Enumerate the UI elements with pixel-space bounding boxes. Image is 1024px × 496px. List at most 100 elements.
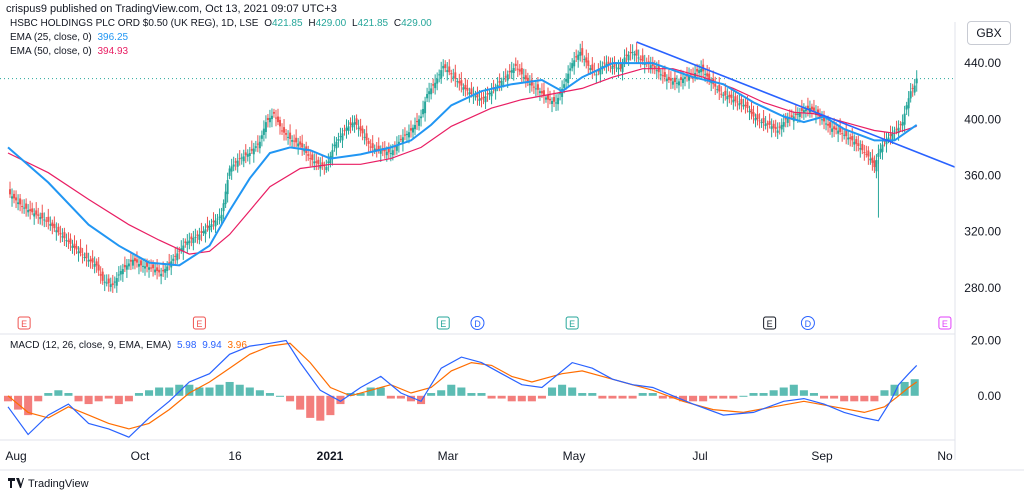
time-tick-label: May: [563, 449, 586, 463]
candle-body: [279, 120, 282, 127]
candle-body: [355, 118, 358, 125]
macd-histogram-bar: [275, 395, 285, 397]
candle-body: [810, 106, 813, 110]
time-tick-label: Jul: [692, 449, 707, 463]
candle-body: [905, 105, 908, 110]
candle-body: [893, 130, 896, 132]
candle-body: [861, 144, 864, 151]
candle-body: [192, 238, 195, 244]
dividend-marker-label: D: [474, 319, 481, 329]
earnings-marker-label: E: [440, 319, 446, 329]
candle-body: [470, 88, 473, 95]
candle-body: [579, 51, 582, 56]
candle-body: [131, 259, 134, 266]
candle-body: [536, 84, 539, 90]
macd-histogram-bar: [215, 384, 224, 396]
tradingview-logo-icon: [8, 478, 24, 488]
candle-body: [903, 113, 906, 125]
macd-histogram-bar: [165, 387, 174, 396]
candle-body: [546, 94, 549, 100]
candle-body: [397, 141, 400, 145]
symbol-label: HSBC HOLDINGS PLC ORD $0.50 (UK REG), 1D…: [10, 18, 259, 29]
publish-caption: crispus9 published on TradingView.com, O…: [6, 3, 337, 15]
macd-histogram-bar: [286, 395, 295, 402]
candle-body: [859, 148, 862, 150]
candle-body: [911, 87, 914, 89]
macd-histogram-bar: [689, 395, 698, 402]
candle-body: [113, 281, 116, 283]
candle-body: [47, 216, 50, 222]
candle-body: [450, 73, 453, 75]
candle-body: [27, 209, 30, 213]
candle-body: [156, 267, 159, 272]
time-tick-label: Sep: [811, 449, 833, 463]
candle-body: [69, 238, 72, 244]
macd-histogram-bar: [306, 395, 315, 418]
candle-body: [730, 94, 733, 99]
candle-body: [816, 109, 819, 116]
candle-body: [238, 158, 241, 160]
candle-body: [464, 84, 467, 89]
candle-body: [196, 234, 199, 236]
candle-body: [454, 72, 457, 79]
candle-body: [260, 135, 263, 139]
candle-body: [585, 57, 588, 63]
candle-body: [409, 128, 412, 131]
candle-body: [293, 140, 296, 142]
candle-body: [679, 77, 682, 80]
candle-body: [109, 284, 112, 288]
time-tick-label: Aug: [5, 449, 26, 463]
candle-body: [190, 236, 193, 240]
candle-body: [823, 115, 826, 122]
macd-histogram-bar: [134, 393, 143, 396]
candle-body: [835, 127, 838, 130]
macd-histogram-bar: [719, 395, 728, 399]
candle-body: [301, 143, 304, 148]
candle-body: [875, 160, 878, 172]
candle-body: [659, 74, 662, 76]
candle-body: [631, 51, 634, 53]
candle-body: [474, 96, 477, 98]
candle-body: [825, 123, 828, 125]
candle-body: [607, 61, 610, 65]
candle-body: [718, 84, 721, 92]
macd-histogram-bar: [467, 393, 476, 396]
macd-histogram-bar: [94, 395, 103, 402]
candle-body: [768, 121, 771, 125]
candle-body: [115, 278, 118, 286]
macd-histogram-bar: [648, 393, 657, 396]
candle-body: [597, 70, 600, 72]
ohlc-high-label: H: [308, 18, 316, 29]
candle-body: [528, 83, 531, 86]
candle-body: [45, 220, 48, 222]
candle-body: [732, 99, 735, 103]
candle-body: [283, 127, 286, 133]
candle-body: [287, 136, 290, 138]
candle-body: [595, 74, 598, 76]
candle-body: [649, 65, 652, 69]
tradingview-footer: TradingView: [8, 478, 89, 490]
candle-body: [855, 139, 858, 144]
candle-body: [152, 264, 155, 269]
candle-body: [95, 261, 98, 266]
candle-body: [274, 117, 277, 119]
candle-body: [254, 146, 257, 148]
candle-body: [347, 126, 350, 131]
currency-button[interactable]: GBX: [967, 21, 1011, 45]
ohlc-open-label: O: [264, 18, 272, 29]
dividend-marker-label: D: [805, 319, 812, 329]
macd-histogram-bar: [44, 393, 53, 396]
candle-body: [889, 133, 892, 137]
price-tick-label: 320.00: [964, 225, 1001, 239]
candle-body: [722, 94, 725, 96]
candle-body: [629, 51, 632, 54]
macd-histogram-bar: [64, 393, 73, 396]
candle-body: [710, 81, 713, 84]
candle-body: [831, 128, 834, 132]
candle-body: [343, 130, 346, 132]
macd-histogram-bar: [447, 384, 456, 396]
candle-body: [635, 49, 638, 56]
tradingview-footer-label: TradingView: [28, 478, 89, 490]
candle-body: [506, 74, 509, 81]
